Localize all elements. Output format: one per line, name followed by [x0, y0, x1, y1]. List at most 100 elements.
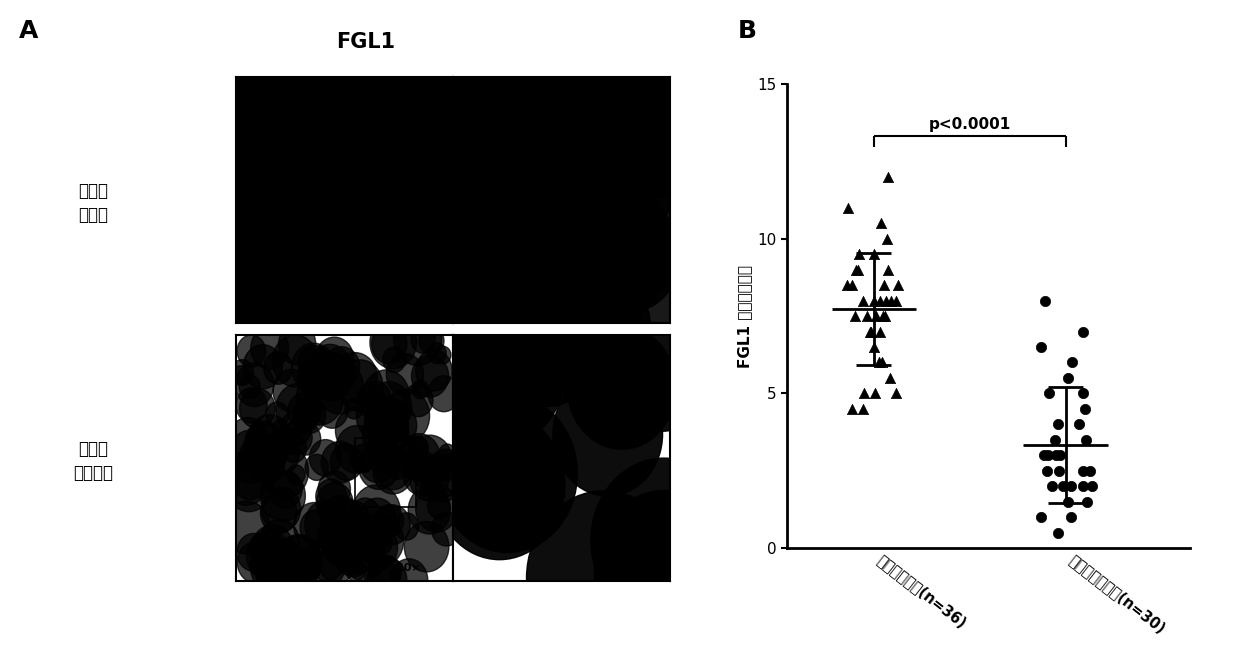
Point [877, 233, 897, 244]
Circle shape [331, 214, 387, 277]
Circle shape [332, 116, 388, 180]
Circle shape [350, 498, 381, 533]
Circle shape [275, 112, 324, 166]
Circle shape [358, 498, 396, 541]
Point [853, 295, 873, 306]
Circle shape [498, 248, 558, 315]
Circle shape [311, 135, 340, 168]
Circle shape [539, 194, 604, 266]
Circle shape [463, 233, 513, 290]
Circle shape [391, 559, 428, 601]
Point [1050, 450, 1070, 461]
Circle shape [510, 155, 578, 232]
Circle shape [334, 203, 384, 261]
Circle shape [337, 174, 404, 250]
Circle shape [329, 68, 350, 93]
Point [854, 388, 874, 399]
Circle shape [272, 420, 288, 438]
Circle shape [264, 262, 299, 301]
Circle shape [439, 48, 515, 134]
Text: B: B [738, 19, 756, 43]
Circle shape [316, 104, 367, 161]
Circle shape [280, 292, 306, 321]
Circle shape [294, 262, 347, 322]
Circle shape [417, 101, 494, 187]
Circle shape [300, 106, 343, 155]
Circle shape [435, 108, 528, 212]
Circle shape [371, 530, 392, 555]
Circle shape [616, 97, 703, 195]
Circle shape [365, 233, 408, 283]
Circle shape [270, 134, 296, 164]
Circle shape [415, 350, 453, 391]
Circle shape [227, 264, 268, 310]
Circle shape [572, 49, 641, 128]
Circle shape [627, 44, 707, 135]
Text: FGL1: FGL1 [336, 32, 396, 52]
Circle shape [281, 434, 306, 462]
Circle shape [237, 218, 301, 291]
Circle shape [331, 68, 382, 126]
Point [864, 249, 884, 259]
Circle shape [547, 274, 588, 321]
Circle shape [425, 450, 467, 496]
Circle shape [317, 268, 379, 338]
Circle shape [324, 47, 381, 112]
Circle shape [310, 352, 352, 401]
Circle shape [589, 232, 662, 315]
Circle shape [428, 493, 450, 519]
Circle shape [239, 439, 270, 473]
Circle shape [270, 176, 308, 218]
Circle shape [398, 66, 446, 119]
Circle shape [490, 194, 574, 290]
Circle shape [608, 307, 718, 432]
Circle shape [433, 157, 467, 197]
Circle shape [260, 112, 326, 185]
Point [1076, 435, 1096, 445]
Circle shape [320, 495, 361, 542]
Circle shape [564, 112, 627, 183]
Circle shape [552, 250, 626, 333]
Circle shape [374, 118, 412, 161]
Bar [355, 439, 415, 507]
Circle shape [454, 75, 523, 154]
Circle shape [529, 93, 572, 140]
Circle shape [347, 55, 412, 127]
Circle shape [332, 251, 371, 294]
Circle shape [275, 226, 317, 273]
Circle shape [356, 524, 398, 571]
Circle shape [487, 226, 583, 333]
Circle shape [409, 114, 456, 168]
Circle shape [337, 45, 402, 118]
Circle shape [427, 268, 521, 375]
Circle shape [294, 178, 350, 242]
Circle shape [275, 383, 321, 435]
Point [849, 249, 869, 259]
Circle shape [358, 521, 388, 555]
Circle shape [309, 160, 345, 200]
Circle shape [401, 253, 463, 322]
Circle shape [596, 67, 691, 173]
Circle shape [216, 54, 279, 126]
Circle shape [263, 272, 294, 307]
Circle shape [583, 91, 653, 171]
Circle shape [322, 58, 384, 129]
Circle shape [460, 197, 501, 243]
Circle shape [613, 236, 708, 343]
Circle shape [430, 150, 494, 221]
Circle shape [420, 178, 496, 264]
Circle shape [223, 501, 270, 554]
Point [842, 280, 862, 290]
Circle shape [546, 45, 629, 139]
Circle shape [215, 197, 277, 266]
Circle shape [267, 161, 325, 228]
Circle shape [410, 105, 463, 163]
Circle shape [454, 204, 537, 298]
Circle shape [278, 548, 309, 583]
Circle shape [634, 128, 694, 197]
Circle shape [319, 541, 356, 583]
Circle shape [280, 235, 322, 283]
Circle shape [543, 98, 630, 196]
Circle shape [422, 43, 512, 144]
Circle shape [479, 216, 554, 302]
